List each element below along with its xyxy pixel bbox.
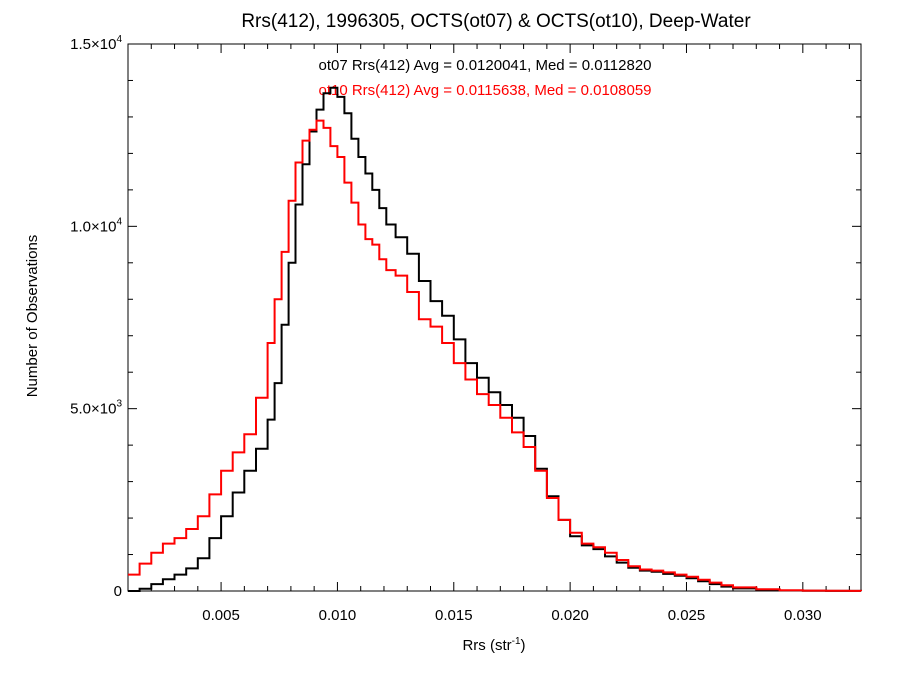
x-tick-label: 0.010 [319,607,357,624]
y-tick-label-exp: 3 [116,399,122,410]
x-tick-label: 0.020 [551,607,589,624]
y-axis-label: Number of Observations [24,235,41,398]
chart-title: Rrs(412), 1996305, OCTS(ot07) & OCTS(ot1… [241,11,751,32]
x-axis-label-tail: ) [521,637,526,654]
x-axis: 0.005 0.010 0.015 0.020 0.025 0.030 [150,44,850,624]
x-tick-label: 0.015 [435,607,473,624]
y-tick-label-exp: 4 [116,216,122,227]
annotation-2: ot10 Rrs(412) Avg = 0.0115638, Med = 0.0… [318,82,651,99]
series-1-line [128,86,862,592]
x-axis-label: Rrs (str-1) [462,636,525,654]
annotations: ot07 Rrs(412) Avg = 0.0120041, Med = 0.0… [318,57,651,99]
x-tick-label: 0.025 [668,607,706,624]
y-tick-label-base: 0 [114,583,122,600]
annotation-1: ot07 Rrs(412) Avg = 0.0120041, Med = 0.0… [318,57,651,74]
plot-frame [127,43,862,592]
y-tick-label-exp: 4 [116,34,122,45]
y-tick-label: 1.0×104 [70,216,122,235]
x-axis-label-base: Rrs (str [462,637,511,654]
x-tick-label: 0.030 [784,607,822,624]
series-layer [128,86,862,592]
y-tick-label-base: 1.0×10 [70,218,116,235]
series-2-line [128,119,862,592]
y-tick-label-base: 5.0×10 [70,401,116,418]
y-tick-label: 1.5×104 [70,34,122,53]
y-tick-label: 5.0×103 [70,399,122,418]
x-tick-label: 0.005 [202,607,240,624]
y-tick-label: 0 [114,583,122,600]
x-axis-label-sup: -1 [512,636,521,647]
y-tick-label-base: 1.5×10 [70,36,116,53]
